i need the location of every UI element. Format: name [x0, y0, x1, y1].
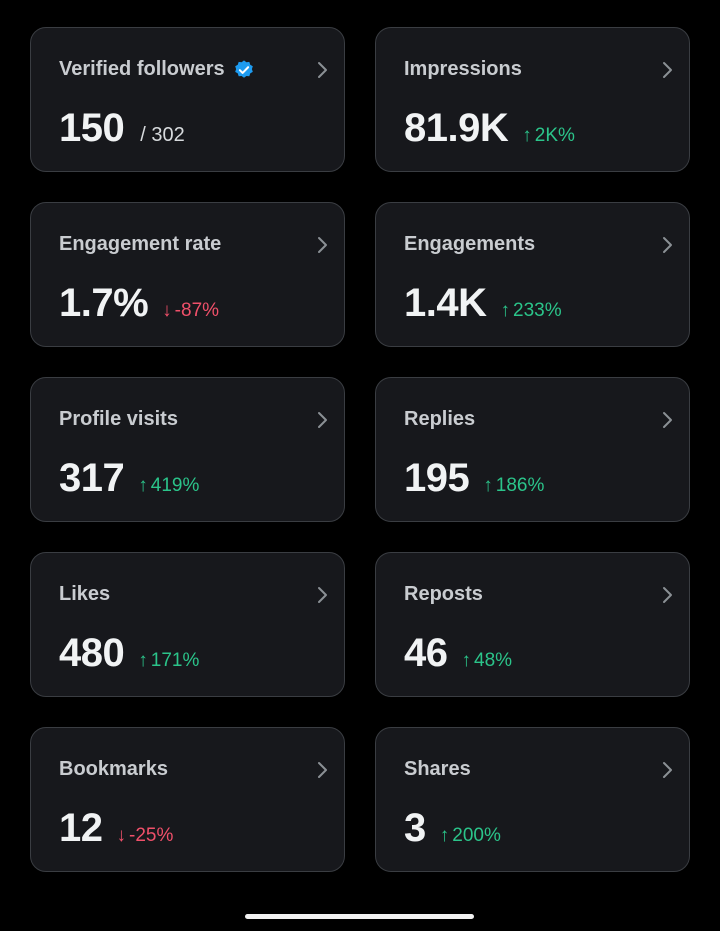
metric-value: 46: [404, 631, 448, 675]
chevron-right-icon: [318, 587, 327, 603]
delta-text: 186%: [495, 475, 545, 496]
metric-delta: ↑ 186%: [483, 475, 544, 497]
metric-delta: ↑ 2K%: [522, 125, 575, 147]
delta-text: 200%: [452, 825, 501, 846]
metric-delta: ↓ -87%: [162, 300, 219, 322]
metric-delta: ↑ 48%: [462, 650, 513, 672]
chevron-right-icon: [318, 62, 327, 78]
metric-delta: ↑ 171%: [138, 650, 199, 672]
arrow-up-icon: ↑: [138, 475, 148, 496]
arrow-up-icon: ↑: [483, 475, 493, 496]
delta-text: -25%: [129, 825, 174, 846]
metric-delta: ↑ 200%: [440, 825, 501, 847]
verified-badge-icon: [234, 59, 253, 78]
metric-value: 1.4K: [404, 281, 487, 325]
metric-delta: ↓ -25%: [117, 825, 174, 847]
value-row: 317 ↑ 419%: [59, 456, 199, 501]
card-verified-followers[interactable]: Verified followers 150 / 302: [30, 27, 345, 172]
value-row: 480 ↑ 171%: [59, 631, 199, 676]
metric-delta: ↑ 233%: [501, 300, 562, 322]
arrow-down-icon: ↓: [116, 825, 127, 846]
card-impressions[interactable]: Impressions 81.9K ↑ 2K%: [375, 27, 690, 172]
metric-value: 1.7%: [59, 281, 149, 325]
metrics-grid: Verified followers 150 / 302 Impressions…: [30, 27, 690, 872]
card-title: Impressions: [404, 58, 522, 80]
delta-text: -87%: [174, 300, 220, 321]
metric-value: 81.9K: [404, 106, 509, 150]
chevron-right-icon: [318, 412, 327, 428]
chevron-right-icon: [663, 237, 672, 253]
value-row: 3 ↑ 200%: [404, 806, 501, 851]
metric-value: 150: [59, 106, 125, 150]
card-title: Replies: [404, 408, 476, 430]
arrow-up-icon: ↑: [522, 125, 532, 146]
delta-text: 48%: [474, 650, 513, 671]
arrow-up-icon: ↑: [439, 825, 450, 846]
metric-value: 480: [59, 631, 125, 675]
metric-value: 3: [404, 806, 426, 850]
value-row: 46 ↑ 48%: [404, 631, 512, 676]
card-title: Shares: [404, 758, 471, 780]
card-title: Engagements: [404, 233, 536, 255]
delta-text: 233%: [513, 300, 562, 321]
card-bookmarks[interactable]: Bookmarks 12 ↓ -25%: [30, 727, 345, 872]
card-profile-visits[interactable]: Profile visits 317 ↑ 419%: [30, 377, 345, 522]
chevron-right-icon: [663, 587, 672, 603]
arrow-up-icon: ↑: [138, 650, 148, 671]
card-title-text: Verified followers: [59, 58, 225, 80]
value-row: 81.9K ↑ 2K%: [404, 106, 575, 151]
value-row: 12 ↓ -25%: [59, 806, 173, 851]
metric-total: / 302: [140, 124, 185, 146]
card-title: Bookmarks: [59, 758, 168, 780]
card-title: Profile visits: [59, 408, 178, 430]
delta-text: 171%: [150, 650, 200, 671]
chevron-right-icon: [318, 762, 327, 778]
metric-value: 12: [59, 806, 103, 850]
arrow-down-icon: ↓: [162, 300, 172, 321]
card-likes[interactable]: Likes 480 ↑ 171%: [30, 552, 345, 697]
card-title: Engagement rate: [59, 233, 222, 255]
card-title: Verified followers: [59, 58, 255, 81]
chevron-right-icon: [663, 762, 672, 778]
card-shares[interactable]: Shares 3 ↑ 200%: [375, 727, 690, 872]
arrow-up-icon: ↑: [500, 300, 511, 321]
metric-value: 317: [59, 456, 125, 500]
card-title: Likes: [59, 583, 111, 605]
delta-text: 2K%: [534, 125, 575, 146]
chevron-right-icon: [663, 62, 672, 78]
card-reposts[interactable]: Reposts 46 ↑ 48%: [375, 552, 690, 697]
delta-text: 419%: [150, 475, 200, 496]
card-engagements[interactable]: Engagements 1.4K ↑ 233%: [375, 202, 690, 347]
home-indicator[interactable]: [245, 914, 474, 919]
value-row: 150 / 302: [59, 106, 185, 151]
value-row: 195 ↑ 186%: [404, 456, 544, 501]
metric-value: 195: [404, 456, 470, 500]
card-replies[interactable]: Replies 195 ↑ 186%: [375, 377, 690, 522]
value-row: 1.4K ↑ 233%: [404, 281, 562, 326]
card-title: Reposts: [404, 583, 483, 605]
chevron-right-icon: [318, 237, 327, 253]
metric-delta: ↑ 419%: [138, 475, 199, 497]
chevron-right-icon: [663, 412, 672, 428]
value-row: 1.7% ↓ -87%: [59, 281, 219, 326]
card-engagement-rate[interactable]: Engagement rate 1.7% ↓ -87%: [30, 202, 345, 347]
arrow-up-icon: ↑: [461, 650, 472, 671]
